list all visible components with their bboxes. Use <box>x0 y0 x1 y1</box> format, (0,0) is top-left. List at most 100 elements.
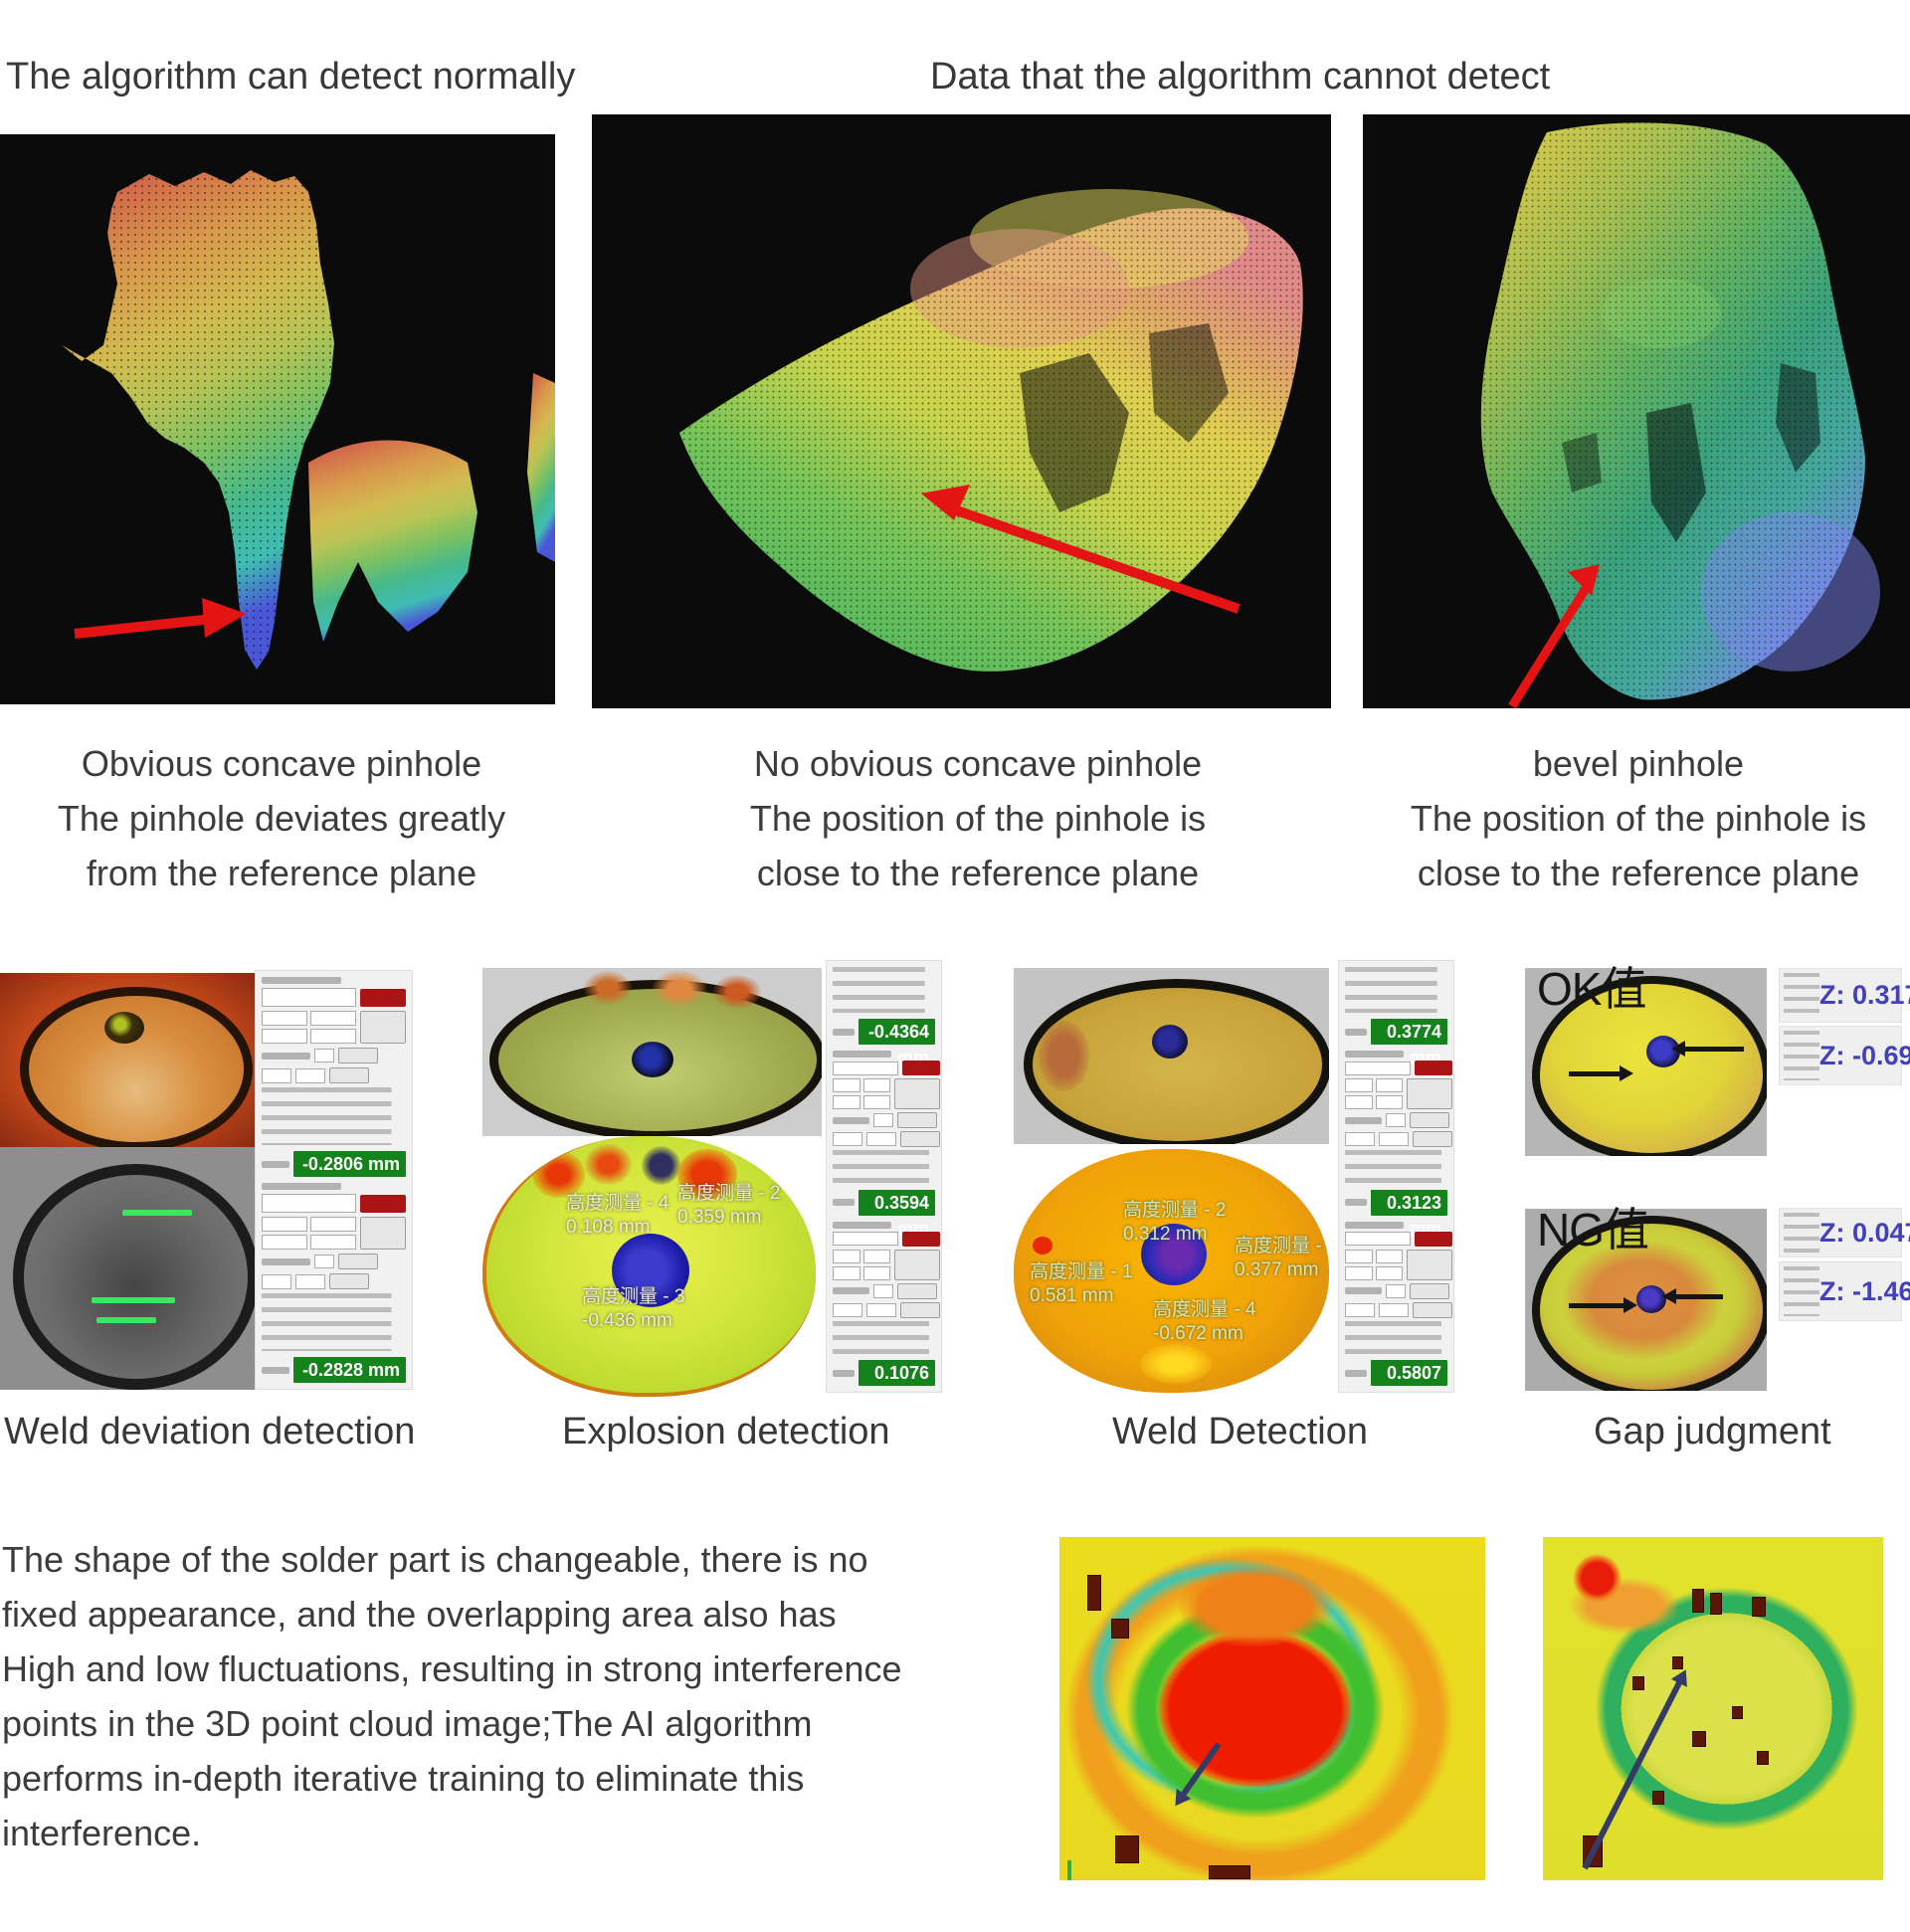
coord-input[interactable] <box>310 1011 356 1026</box>
percent-input[interactable] <box>872 1113 893 1127</box>
apply-button[interactable] <box>1413 1301 1452 1318</box>
control-block <box>1345 1221 1452 1354</box>
control-block <box>262 1183 406 1351</box>
capture-button[interactable] <box>360 1011 406 1044</box>
lower-limit-input[interactable] <box>262 1067 291 1083</box>
red-arrowhead-icon <box>1568 564 1600 596</box>
capture-button[interactable] <box>894 1249 940 1280</box>
percent-input[interactable] <box>314 1255 335 1268</box>
apply-button[interactable] <box>900 1131 940 1147</box>
coord-input[interactable] <box>1375 1265 1403 1280</box>
delete-button[interactable] <box>902 1231 940 1247</box>
upper-limit-input[interactable] <box>295 1273 325 1289</box>
interference-arrow-icon <box>1582 1680 1683 1870</box>
set-button[interactable] <box>1409 1282 1449 1299</box>
lower-limit-input[interactable] <box>1345 1302 1375 1317</box>
coord-input[interactable] <box>1345 1095 1373 1109</box>
set-button[interactable] <box>338 1254 379 1269</box>
stats-text-block <box>833 967 935 1013</box>
apply-button[interactable] <box>329 1273 369 1289</box>
height-measurement-annotation: 高度测量 - 1 0.581 mm <box>1030 1261 1133 1306</box>
coord-input[interactable] <box>310 1217 356 1232</box>
delete-button[interactable] <box>1415 1231 1452 1247</box>
percent-input[interactable] <box>872 1283 893 1298</box>
gap-arrow-icon <box>1568 1297 1637 1314</box>
upper-limit-input[interactable] <box>295 1067 325 1083</box>
measurement-result: -0.4364 mm <box>859 1019 935 1067</box>
coord-input[interactable] <box>310 1029 356 1044</box>
capture-button[interactable] <box>360 1217 406 1250</box>
lower-limit-input[interactable] <box>262 1273 291 1289</box>
stats-text-block <box>1345 1320 1452 1354</box>
coord-input[interactable] <box>833 1265 860 1280</box>
name-input[interactable] <box>262 988 356 1007</box>
delete-button[interactable] <box>360 1194 406 1213</box>
upper-limit-input[interactable] <box>1379 1302 1409 1317</box>
upper-limit-input[interactable] <box>866 1302 896 1317</box>
coord-input[interactable] <box>1375 1249 1403 1263</box>
set-button[interactable] <box>896 1282 937 1299</box>
name-input[interactable] <box>833 1061 898 1075</box>
percent-input[interactable] <box>1385 1113 1406 1127</box>
coord-input[interactable] <box>862 1078 890 1092</box>
coord-input[interactable] <box>833 1249 860 1263</box>
set-button[interactable] <box>1409 1112 1449 1128</box>
capture-button[interactable] <box>1407 1249 1452 1280</box>
coord-input[interactable] <box>262 1029 307 1044</box>
caption-line: Obvious concave pinhole <box>81 743 482 784</box>
lower-limit-input[interactable] <box>833 1132 862 1146</box>
gap-arrow-icon <box>1568 1064 1633 1081</box>
coord-input[interactable] <box>833 1078 860 1092</box>
name-input[interactable] <box>1345 1061 1411 1075</box>
label-weld-deviation: Weld deviation detection <box>4 1411 416 1452</box>
delete-button[interactable] <box>360 988 406 1007</box>
label-gap: Gap judgment <box>1594 1411 1831 1452</box>
explosion-control-panel: -0.4364 mm <box>826 960 942 1409</box>
coord-input[interactable] <box>833 1095 860 1109</box>
coord-input[interactable] <box>262 1235 307 1250</box>
apply-button[interactable] <box>1413 1131 1452 1147</box>
name-input[interactable] <box>833 1232 898 1246</box>
pointcloud-right-sliver <box>527 373 555 562</box>
z-value: Z: 0.047 <box>1819 1217 1910 1248</box>
coord-input[interactable] <box>262 1217 307 1232</box>
set-button[interactable] <box>896 1112 937 1128</box>
capture-button[interactable] <box>894 1078 940 1109</box>
gap-ok-z-panel: Z: 0.317 <box>1779 968 1910 1023</box>
lower-limit-input[interactable] <box>1345 1132 1375 1146</box>
text-bar <box>1345 1116 1382 1124</box>
set-button[interactable] <box>338 1048 379 1063</box>
apply-button[interactable] <box>329 1067 369 1083</box>
percent-input[interactable] <box>314 1049 335 1063</box>
paragraph: The shape of the solder part is changeab… <box>2 1532 1056 1860</box>
lower-limit-input[interactable] <box>833 1302 862 1317</box>
measurement-result: 0.3123 mm <box>1371 1189 1447 1239</box>
coord-input[interactable] <box>1345 1078 1373 1092</box>
capture-button[interactable] <box>1407 1078 1452 1109</box>
coord-input[interactable] <box>862 1095 890 1109</box>
height-measurement-annotation: 高度测量 - 2 0.359 mm <box>677 1183 781 1228</box>
delete-button[interactable] <box>1415 1061 1452 1075</box>
upper-limit-input[interactable] <box>866 1132 896 1146</box>
coord-input[interactable] <box>1375 1095 1403 1109</box>
explosion-heatmap: 高度测量 - 4 0.108 mm 高度测量 - 2 0.359 mm 高度测量 -… <box>482 1136 816 1397</box>
name-input[interactable] <box>1345 1232 1411 1246</box>
coord-input[interactable] <box>1375 1078 1403 1092</box>
coord-input[interactable] <box>862 1265 890 1280</box>
text-bar <box>833 1116 869 1124</box>
delete-button[interactable] <box>902 1061 940 1075</box>
name-input[interactable] <box>262 1194 356 1213</box>
coord-input[interactable] <box>262 1011 307 1026</box>
percent-input[interactable] <box>1385 1283 1406 1298</box>
coord-input[interactable] <box>310 1235 356 1250</box>
coord-input[interactable] <box>862 1249 890 1263</box>
caption-line: from the reference plane <box>86 853 478 893</box>
pinhole <box>612 1234 689 1307</box>
height-measurement-annotation: 高度测量 - 4 0.108 mm <box>566 1193 669 1238</box>
apply-button[interactable] <box>900 1301 940 1318</box>
coord-input[interactable] <box>1345 1249 1373 1263</box>
paragraph-line: fixed appearance, and the overlapping ar… <box>2 1594 837 1635</box>
coord-input[interactable] <box>1345 1265 1373 1280</box>
height-measurement-annotation: 高度测量 - 2 0.312 mm <box>1123 1200 1227 1245</box>
upper-limit-input[interactable] <box>1379 1132 1409 1146</box>
